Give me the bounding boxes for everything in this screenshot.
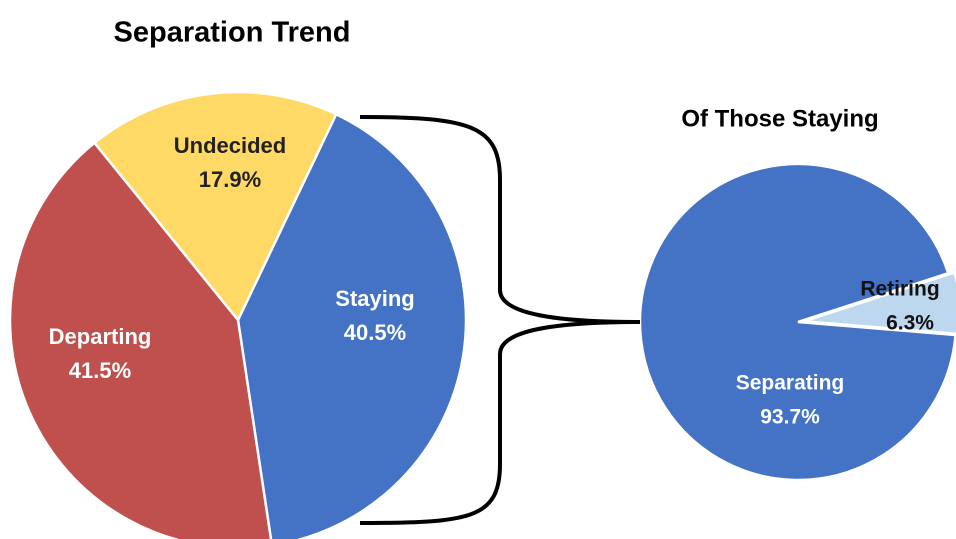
slice-value-label: 40.5% [344, 320, 406, 345]
pie-slice [638, 162, 956, 482]
slice-label: Departing [49, 324, 152, 349]
chart-title: Separation Trend [114, 17, 351, 49]
brace [359, 115, 641, 525]
slice-value-label: 6.3% [886, 312, 934, 335]
pie-slice [236, 112, 468, 539]
slice-value-label: 93.7% [760, 406, 820, 429]
slice-label: Staying [335, 286, 414, 311]
pie-slice [92, 90, 338, 323]
slice-value-label: 17.9% [199, 167, 261, 192]
pie-slice [803, 270, 956, 336]
slice-label: Separating [736, 372, 845, 395]
pie-slice [8, 141, 273, 539]
chart-title: Of Those Staying [681, 105, 878, 132]
slice-label: Retiring [860, 278, 939, 301]
slice-label: Undecided [174, 133, 286, 158]
slice-value-label: 41.5% [69, 358, 131, 383]
